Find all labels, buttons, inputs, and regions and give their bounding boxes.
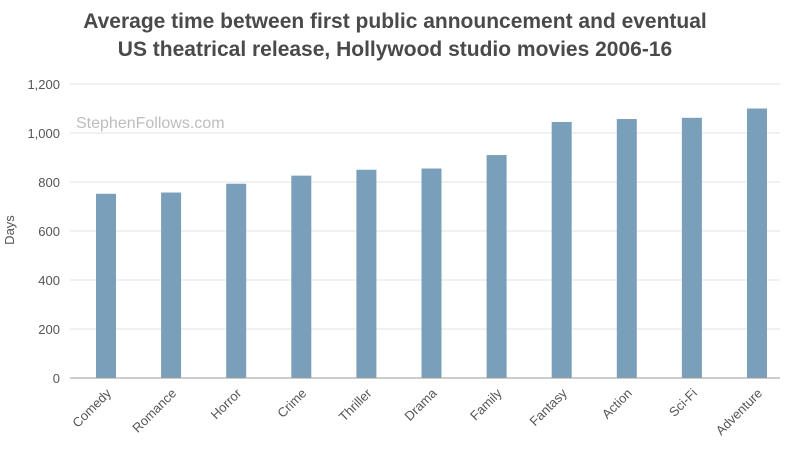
y-tick-label: 600 <box>38 224 60 239</box>
bar-horror <box>226 183 247 378</box>
x-tick-label: Action <box>599 386 635 422</box>
bar-thriller <box>356 169 377 378</box>
bar-comedy <box>96 193 116 378</box>
watermark-text: StephenFollows.com <box>76 115 225 132</box>
bar-family <box>486 155 507 378</box>
y-tick-label: 1,200 <box>27 77 60 92</box>
x-tick-label: Thriller <box>336 385 375 424</box>
y-axis-title: Days <box>2 215 17 245</box>
x-tick-label: Adventure <box>713 386 766 439</box>
bar-fantasy <box>551 121 572 378</box>
chart-title-line-2: US theatrical release, Hollywood studio … <box>118 38 672 61</box>
y-axis-ticks: 0 200 400 600 800 1,000 1,200 <box>27 77 60 386</box>
bar-crime <box>291 175 312 378</box>
chart-title-line-1: Average time between first public announ… <box>83 10 707 33</box>
y-tick-label: 200 <box>38 322 60 337</box>
y-tick-label: 400 <box>38 273 60 288</box>
x-tick-label: Family <box>467 385 505 423</box>
x-axis-labels: Comedy Romance Horror Crime Thriller Drama Fam… <box>69 385 765 438</box>
bars <box>96 108 767 378</box>
x-tick-label: Drama <box>401 385 440 424</box>
y-tick-label: 1,000 <box>27 126 60 141</box>
bar-adventure <box>747 108 767 378</box>
x-tick-label: Crime <box>274 386 309 421</box>
x-tick-label: Comedy <box>69 385 114 430</box>
bar-romance <box>161 192 182 378</box>
y-tick-label: 0 <box>53 371 60 386</box>
bar-sci-fi <box>681 117 702 378</box>
x-tick-label: Sci-Fi <box>666 385 700 419</box>
x-tick-label: Horror <box>208 385 245 422</box>
x-tick-label: Romance <box>129 386 179 436</box>
bar-drama <box>421 168 442 378</box>
x-tick-label: Fantasy <box>527 385 571 429</box>
bar-action <box>616 119 637 378</box>
y-tick-label: 800 <box>38 175 60 190</box>
